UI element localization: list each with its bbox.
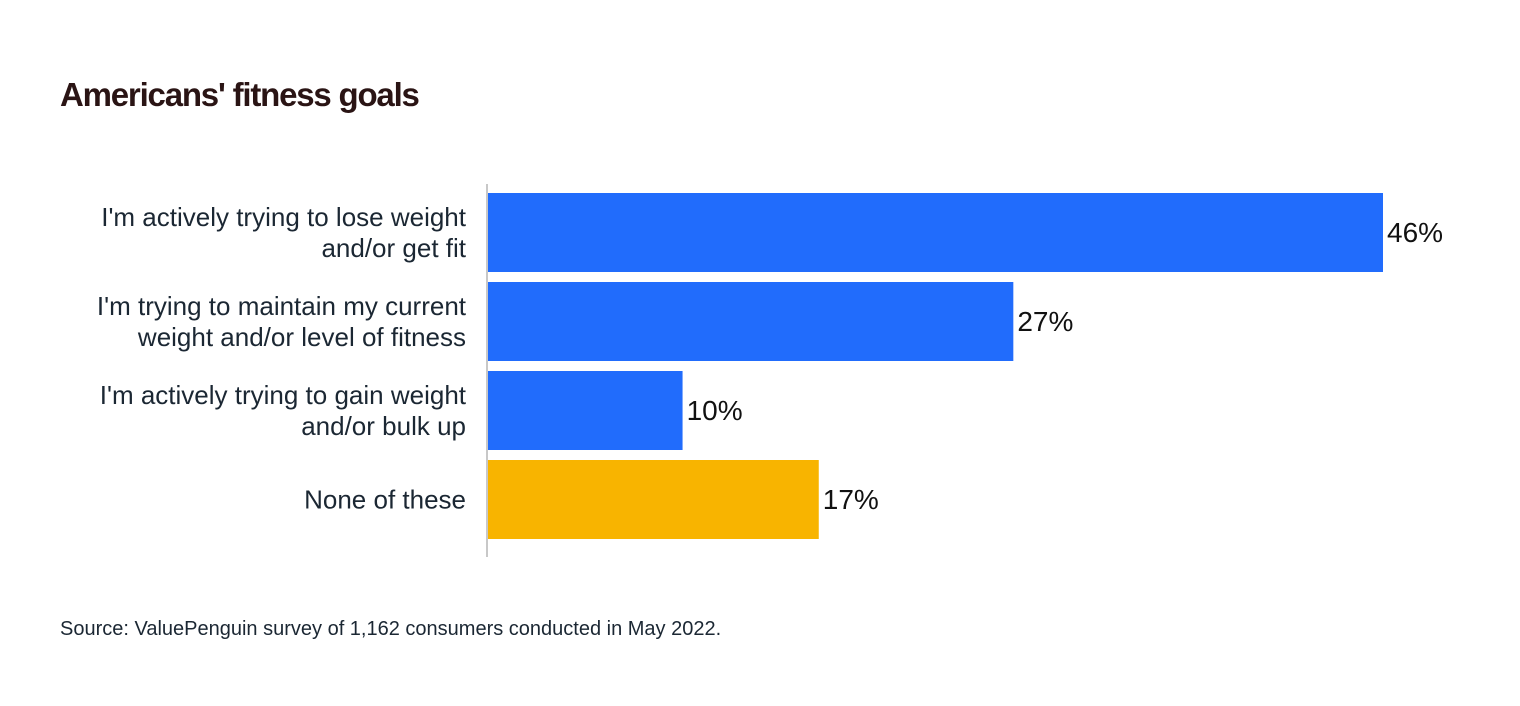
value-label-4: 17%	[823, 484, 879, 515]
category-label-1: I'm actively trying to lose weight and/or…	[101, 202, 467, 263]
category-label-4-line-1: None of these	[304, 485, 466, 515]
bar-4	[488, 460, 819, 539]
category-label-1-line-1: I'm actively trying to lose weight	[101, 202, 467, 232]
value-label-1: 46%	[1387, 217, 1443, 248]
value-label-3: 10%	[687, 395, 743, 426]
category-label-4: None of these	[304, 485, 466, 515]
value-labels-group: 46% 27% 10% 17%	[687, 217, 1443, 515]
category-labels-group: I'm actively trying to lose weight and/or…	[97, 202, 467, 515]
category-label-1-line-2: and/or get fit	[321, 233, 466, 263]
bar-2	[488, 282, 1014, 361]
category-label-3-line-1: I'm actively trying to gain weight	[100, 380, 467, 410]
bar-3	[488, 371, 683, 450]
category-label-2: I'm trying to maintain my current weight …	[97, 291, 467, 352]
value-label-2: 27%	[1017, 306, 1073, 337]
source-note: Source: ValuePenguin survey of 1,162 con…	[60, 618, 722, 640]
bar-1	[488, 193, 1383, 272]
category-label-2-line-1: I'm trying to maintain my current	[97, 291, 467, 321]
bars-group	[488, 193, 1383, 539]
category-label-2-line-2: weight and/or level of fitness	[137, 322, 466, 352]
category-label-3-line-2: and/or bulk up	[301, 411, 466, 441]
category-label-3: I'm actively trying to gain weight and/or…	[100, 380, 467, 441]
chart-title: Americans' fitness goals	[60, 76, 420, 113]
